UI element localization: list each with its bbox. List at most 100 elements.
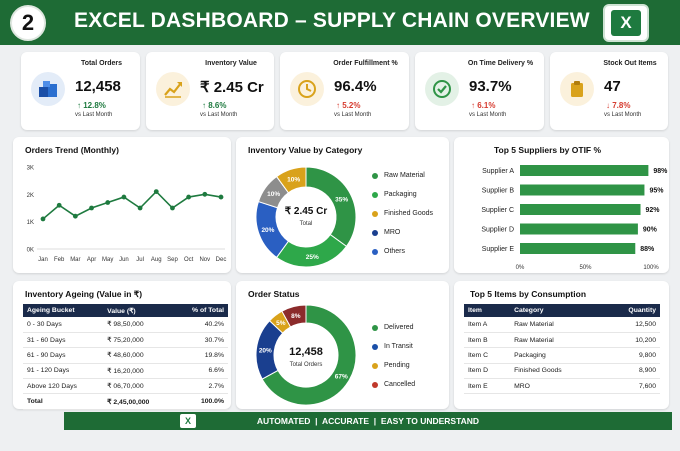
kpi-change: ↑ 5.2% xyxy=(336,101,361,110)
supplier-value-label: 95% xyxy=(649,188,664,195)
legend-label: Finished Goods xyxy=(384,210,434,217)
table-row: 0 - 30 Days ₹ 98,50,000 40.2% xyxy=(23,317,228,333)
top-suppliers-chart: Supplier A 98% Supplier B 95% Supplier C 92% S… xyxy=(481,165,668,271)
kpi-subtext: vs Last Month xyxy=(469,112,507,118)
supplier-bar xyxy=(520,204,641,215)
trend-point xyxy=(121,194,127,200)
legend-item: Delivered xyxy=(372,318,415,337)
legend-swatch xyxy=(372,362,378,369)
donut-slice-label: 20% xyxy=(259,347,272,354)
trend-series-line xyxy=(42,190,222,220)
table-cell: Item E xyxy=(464,378,511,395)
legend-swatch xyxy=(372,324,378,331)
top-suppliers-panel: Top 5 Suppliers by OTIF % Supplier A 98% S… xyxy=(454,137,669,273)
ageing-total-row: Total ₹ 2,45,00,000 100.0% xyxy=(23,393,228,410)
supplier-label: Supplier A xyxy=(482,168,514,175)
legend-item: Pending xyxy=(372,356,415,375)
table-cell: 100.0% xyxy=(172,393,228,410)
table-cell: 0 - 30 Days xyxy=(23,317,104,333)
clock-icon xyxy=(290,72,324,106)
supplier-value-label: 92% xyxy=(646,207,661,214)
trend-x-tick: Feb xyxy=(54,257,65,263)
table-cell: Packaging xyxy=(510,347,602,364)
orders-trend-title: Orders Trend (Monthly) xyxy=(25,145,119,155)
section-number-badge: 2 xyxy=(10,5,46,41)
items-col-quantity: Quantity xyxy=(601,304,660,317)
inventory-ageing-table: Ageing Bucket Value (₹) % of Total 0 - 3… xyxy=(23,304,228,410)
kpi-value: 12,458 xyxy=(75,78,121,95)
kpi-label: Order Fulfillment % xyxy=(333,60,398,67)
trend-y-tick: 1K xyxy=(27,220,34,226)
kpi-subtext: vs Last Month xyxy=(604,112,642,118)
trend-x-tick: Oct xyxy=(184,257,194,263)
table-cell: 30.7% xyxy=(172,332,228,349)
inventory-center-value: ₹ 2.45 Cr xyxy=(285,206,328,217)
trend-point xyxy=(72,213,78,219)
legend-item: Finished Goods xyxy=(372,204,433,223)
table-cell: ₹ 2,45,00,000 xyxy=(103,393,173,410)
legend-swatch xyxy=(372,210,378,217)
table-cell: 8,900 xyxy=(601,363,660,380)
table-cell: 7,600 xyxy=(601,378,660,395)
donut-slice-label: 8% xyxy=(291,313,301,320)
table-cell: 6.6% xyxy=(172,363,228,380)
legend-label: In Transit xyxy=(384,343,413,350)
table-row: Item B Raw Material 10,200 xyxy=(464,332,660,349)
table-cell: Total xyxy=(23,393,104,410)
trend-x-tick: Jul xyxy=(136,257,144,263)
trend-point xyxy=(105,200,111,205)
inventory-ageing-panel: Inventory Ageing (Value in ₹) Ageing Buc… xyxy=(13,281,231,410)
dashboard-header: 2 EXCEL DASHBOARD – SUPPLY CHAIN OVERVIE… xyxy=(0,0,680,45)
legend-swatch xyxy=(372,229,378,236)
kpi-subtext: vs Last Month xyxy=(334,112,372,118)
table-cell: 91 - 120 Days xyxy=(23,363,104,380)
kpi-card-3: Order Fulfillment % 96.4% ↑ 5.2% vs Last Mo… xyxy=(280,52,409,130)
table-row: Item D Finished Goods 8,900 xyxy=(464,363,660,380)
kpi-label: Total Orders xyxy=(80,60,123,67)
donut-slice-label: 10% xyxy=(267,191,280,198)
table-cell: 12,500 xyxy=(601,317,660,333)
trend-point xyxy=(153,189,159,194)
table-row: 31 - 60 Days ₹ 75,20,000 30.7% xyxy=(23,332,228,349)
kpi-change: ↑ 8.6% xyxy=(202,101,227,110)
kpi-value: 96.4% xyxy=(334,78,377,95)
table-cell: 19.8% xyxy=(172,347,228,364)
order-status-center-value: 12,458 xyxy=(289,346,323,358)
supplier-label: Supplier B xyxy=(482,188,515,195)
trend-point xyxy=(186,194,192,200)
legend-item: Others xyxy=(372,242,433,261)
supplier-value-label: 98% xyxy=(653,168,668,175)
donut-slice xyxy=(275,233,348,268)
table-cell: Raw Material xyxy=(510,317,602,333)
table-cell: ₹ 06,70,000 xyxy=(103,378,173,395)
supplier-x-tick: 0% xyxy=(516,265,525,271)
legend-swatch xyxy=(372,191,378,198)
kpi-card-4: On Time Delivery % 93.7% ↑ 6.1% vs Last Mon… xyxy=(415,52,544,130)
inventory-center-label: Total xyxy=(300,221,313,227)
top-items-panel: Top 5 Items by Consumption Item Category… xyxy=(454,281,669,409)
legend-label: Delivered xyxy=(384,324,414,331)
legend-item: Raw Material xyxy=(372,166,433,185)
trend-x-tick: Sep xyxy=(167,257,178,263)
trend-point xyxy=(89,205,94,211)
inventory-ageing-title: Inventory Ageing (Value in ₹) xyxy=(25,289,143,299)
kpi-change: ↓ 7.8% xyxy=(606,101,631,110)
clipboard-icon xyxy=(560,72,594,106)
donut-slice xyxy=(281,304,307,328)
supplier-x-tick: 100% xyxy=(643,265,659,271)
supplier-label: Supplier D xyxy=(481,227,514,234)
legend-label: Packaging xyxy=(384,191,417,198)
trend-x-tick: Dec xyxy=(216,257,227,263)
inventory-value-title: Inventory Value by Category xyxy=(248,145,363,155)
supplier-bar xyxy=(520,223,638,235)
boxes-icon xyxy=(31,72,65,106)
order-status-title: Order Status xyxy=(248,289,300,299)
items-col-item: Item xyxy=(464,304,511,317)
top-suppliers-title: Top 5 Suppliers by OTIF % xyxy=(494,145,602,155)
trend-point xyxy=(202,191,208,197)
inventory-legend: Raw Material Packaging Finished Goods MRO Ot… xyxy=(372,166,433,261)
table-cell: Raw Material xyxy=(510,332,602,349)
table-cell: Item B xyxy=(464,332,511,349)
kpi-subtext: vs Last Month xyxy=(75,112,113,118)
trend-x-tick: Apr xyxy=(87,257,96,263)
